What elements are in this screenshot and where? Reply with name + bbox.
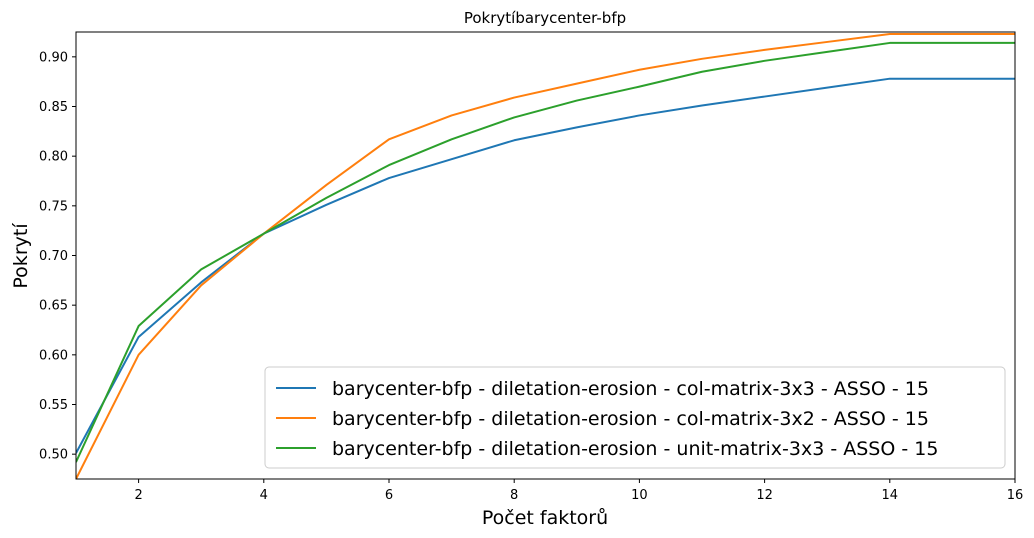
x-tick-label: 2 [134, 488, 142, 503]
y-tick-label: 0.65 [39, 299, 68, 314]
x-tick-label: 4 [260, 488, 268, 503]
series-line-1 [76, 77, 1015, 454]
y-tick-label: 0.50 [39, 448, 68, 463]
y-tick-label: 0.60 [39, 348, 68, 363]
legend-label-3: barycenter-bfp - diletation-erosion - un… [332, 438, 938, 460]
x-tick-label: 12 [756, 488, 773, 503]
x-tick-label: 8 [510, 488, 518, 503]
y-axis: 0.50 0.55 0.60 0.65 0.70 0.75 0.80 0.85 0.90 [39, 50, 76, 463]
legend-box [264, 366, 1006, 469]
legend-label-1: barycenter-bfp - diletation-erosion - co… [332, 378, 929, 400]
x-tick-label: 14 [882, 488, 899, 503]
x-axis: 2 4 6 8 10 12 14 16 [134, 479, 1023, 503]
y-tick-label: 0.90 [39, 50, 68, 65]
x-tick-label: 16 [1007, 488, 1024, 503]
legend-label-2: barycenter-bfp - diletation-erosion - co… [332, 408, 929, 430]
series-line-2 [76, 32, 1015, 479]
series-line-3 [76, 41, 1015, 463]
legend: barycenter-bfp - diletation-erosion - co… [264, 366, 1006, 469]
y-tick-label: 0.80 [39, 150, 68, 165]
x-axis-label: Počet faktorů [482, 507, 608, 529]
y-tick-label: 0.85 [39, 100, 68, 115]
y-tick-label: 0.55 [39, 398, 68, 413]
y-axis-label: Pokrytí [10, 223, 32, 289]
x-tick-label: 10 [631, 488, 648, 503]
y-tick-label: 0.70 [39, 249, 68, 264]
chart-title: Pokrytíbarycenter-bfp [464, 9, 626, 27]
x-tick-label: 6 [385, 488, 393, 503]
series-layer [76, 32, 1015, 479]
y-tick-label: 0.75 [39, 199, 68, 214]
